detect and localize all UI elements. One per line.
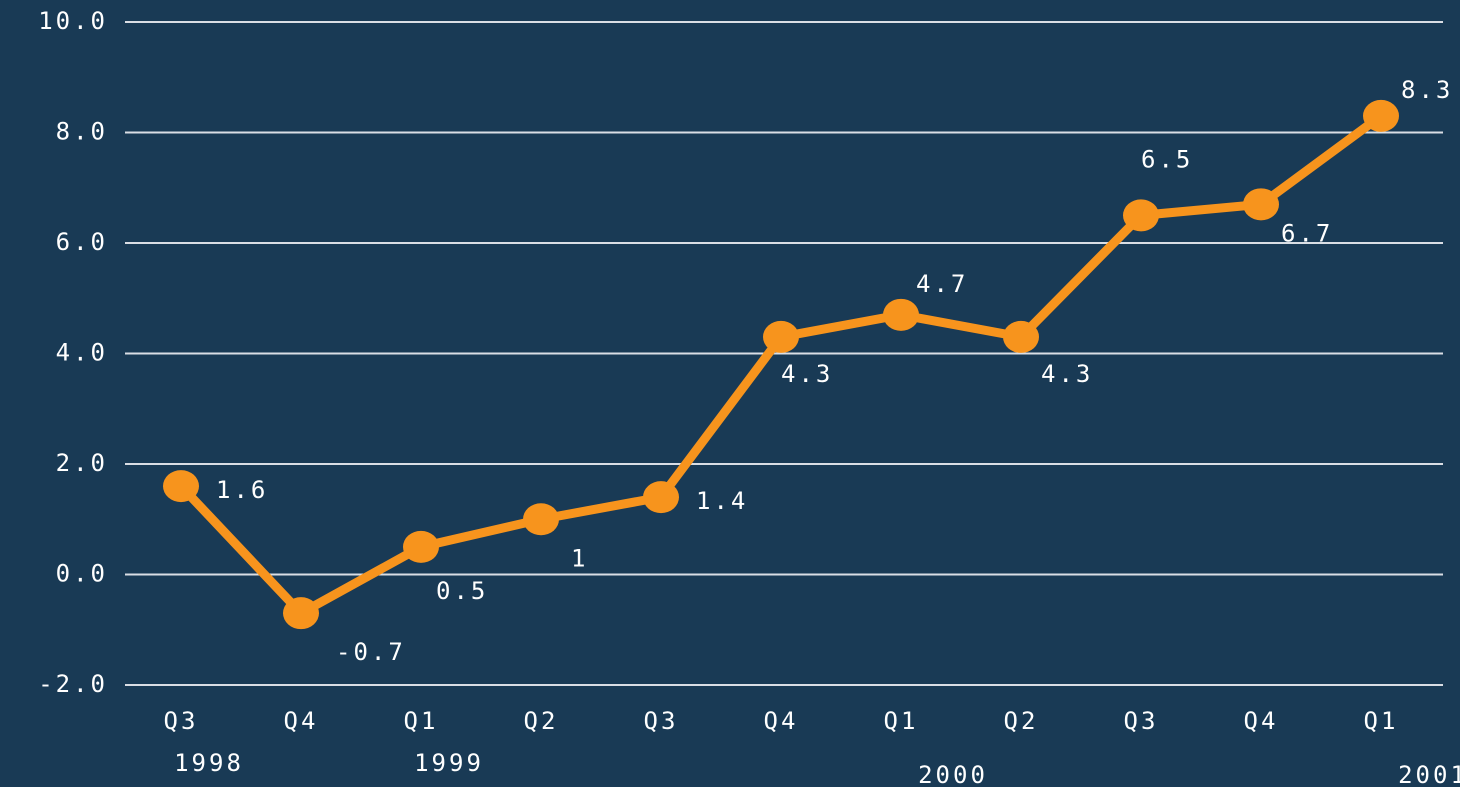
x-tick-label: Q3 1998 — [164, 707, 244, 777]
x-tick-label: Q12000 — [884, 707, 988, 787]
x-tick-label: Q4 — [1244, 707, 1279, 735]
y-tick-label: 8.0 — [56, 118, 108, 146]
y-tick-label: 2.0 — [56, 449, 108, 477]
x-tick-label: Q3 — [644, 707, 679, 735]
marker — [883, 298, 919, 331]
x-tick-label: Q2 — [524, 707, 559, 735]
data-label: 1.4 — [696, 487, 748, 515]
marker — [283, 597, 319, 630]
marker — [1003, 320, 1039, 353]
marker — [163, 470, 199, 503]
x-tick-label: Q2 — [1004, 707, 1039, 735]
marker — [1123, 199, 1159, 232]
data-label: 4.3 — [1041, 360, 1093, 388]
y-tick-label: 6.0 — [56, 228, 108, 256]
data-label: 6.7 — [1281, 219, 1333, 247]
y-tick-label: -2.0 — [38, 670, 108, 698]
data-label: 1 — [571, 544, 588, 572]
marker — [1363, 99, 1399, 132]
x-tick-label: Q4 — [764, 707, 799, 735]
data-label: 4.7 — [916, 270, 968, 298]
data-label: 4.3 — [781, 360, 833, 388]
marker — [403, 530, 439, 563]
x-tick-label: Q1 1999 — [404, 707, 484, 777]
x-tick-label: Q4 — [284, 707, 319, 735]
data-label: 0.5 — [436, 577, 488, 605]
data-label: -0.7 — [336, 638, 406, 666]
marker — [523, 503, 559, 536]
y-tick-label: 4.0 — [56, 339, 108, 367]
marker — [763, 320, 799, 353]
marker — [1243, 188, 1279, 221]
data-label: 1.6 — [216, 476, 268, 504]
marker — [643, 481, 679, 514]
x-tick-label: Q3 — [1124, 707, 1159, 735]
y-tick-label: 10.0 — [38, 7, 108, 35]
data-label: 8.3 — [1401, 76, 1453, 104]
y-tick-label: 0.0 — [56, 560, 108, 588]
data-label: 6.5 — [1141, 145, 1193, 173]
